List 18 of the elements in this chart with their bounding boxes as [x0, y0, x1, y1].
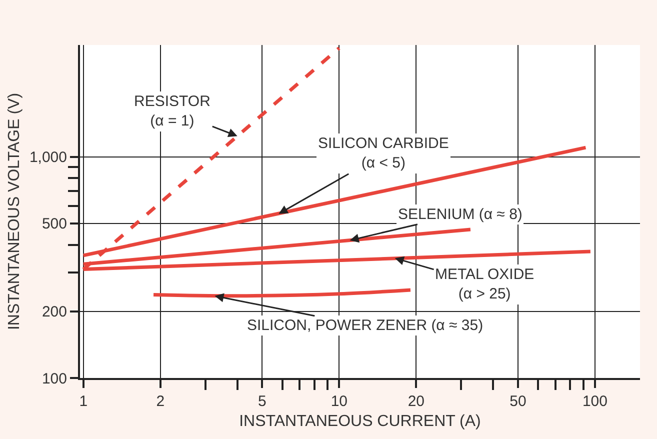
y-tick-label: 200 [42, 304, 67, 321]
y-tick-label: 1,000 [29, 149, 67, 166]
x-tick-label: 100 [582, 393, 608, 410]
x-axis-title: INSTANTANEOUS CURRENT (A) [239, 413, 481, 430]
y-axis-title: INSTANTANEOUS VOLTAGE (V) [6, 92, 23, 330]
annotation: METAL OXIDE (α > 25) [435, 266, 534, 302]
x-tick-label: 1 [79, 393, 88, 410]
x-tick-label: 10 [330, 393, 348, 410]
annotation: RESISTOR (α = 1) [134, 93, 211, 130]
annotation: SELENIUM (α ≈ 8) [398, 206, 522, 223]
x-tick-label: 50 [510, 393, 526, 410]
x-tick-label: 20 [408, 393, 425, 410]
x-tick-label: 2 [156, 393, 165, 410]
annotation: SILICON CARBIDE (α < 5) [318, 135, 449, 172]
y-tick-label: 500 [42, 216, 67, 233]
y-tick-label: 100 [42, 370, 67, 388]
x-tick-label: 5 [258, 393, 266, 410]
annotation: SILICON, POWER ZENER (α ≈ 35) [247, 317, 484, 334]
